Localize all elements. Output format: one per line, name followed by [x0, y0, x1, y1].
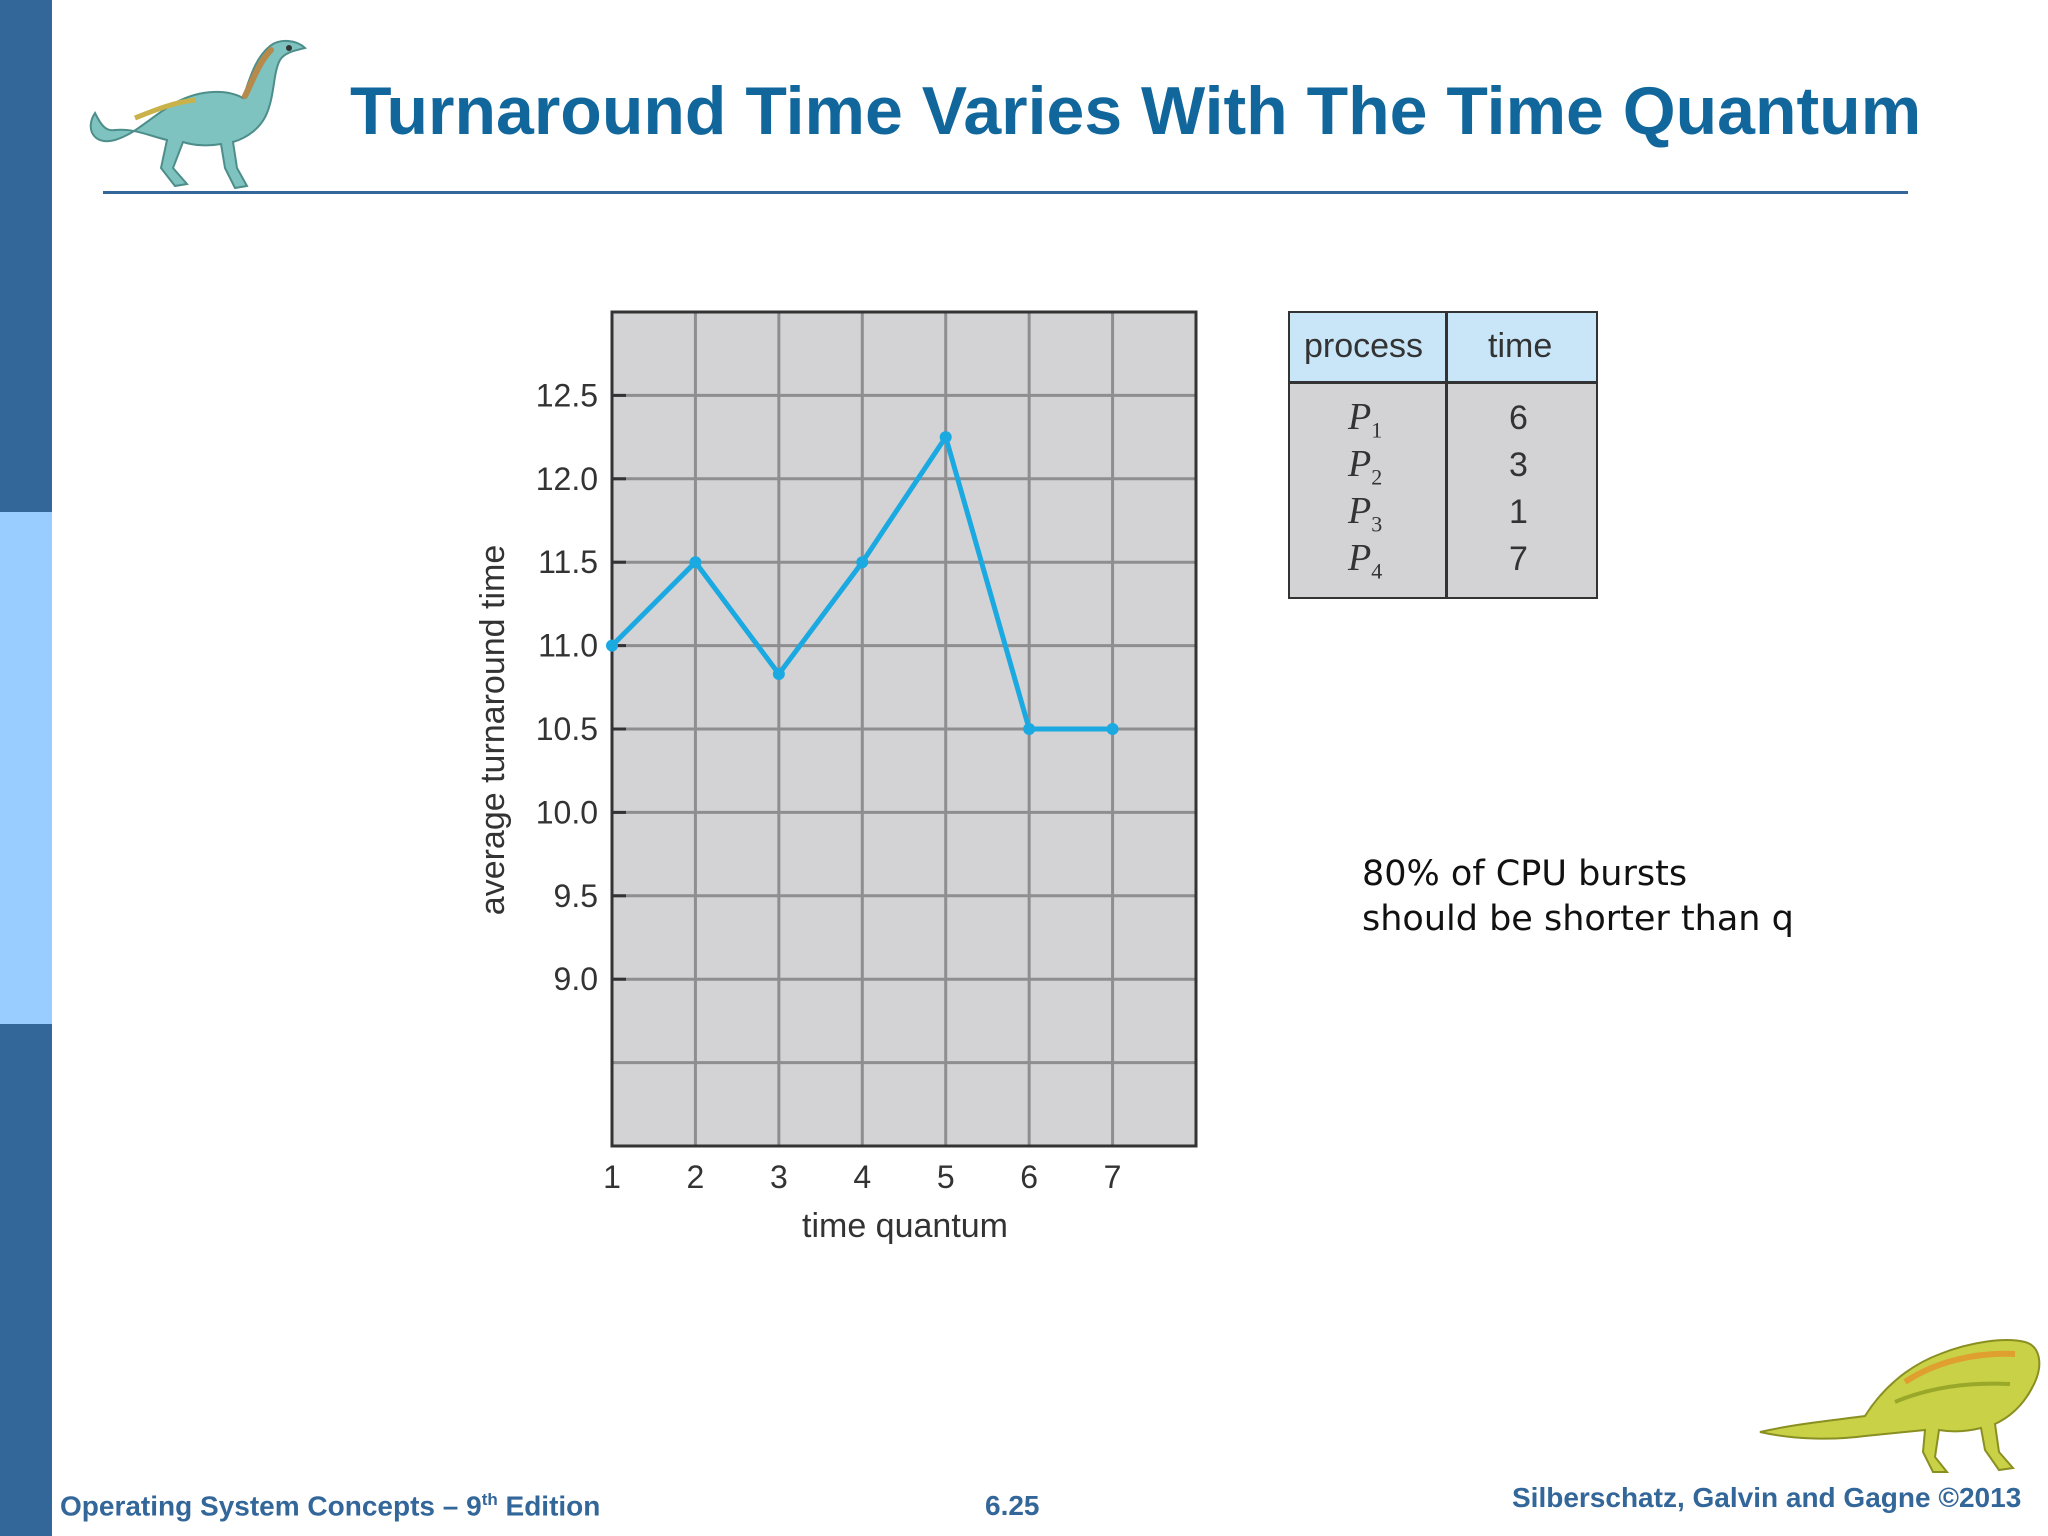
header-process: process	[1304, 327, 1424, 365]
x-tick-label: 7	[1104, 1159, 1122, 1195]
left-accent-bar-bottom	[0, 1024, 52, 1536]
process-table-divider	[1445, 313, 1448, 597]
process-name-cell: P2	[1348, 443, 1383, 490]
process-time-cell: 1	[1509, 493, 1528, 531]
x-tick-label: 5	[937, 1159, 955, 1195]
process-time-cell: 7	[1509, 540, 1528, 578]
dinosaur-logo-top	[89, 40, 307, 190]
header-time: time	[1488, 327, 1553, 365]
process-time-cell: 6	[1509, 399, 1528, 437]
x-tick-label: 4	[853, 1159, 871, 1195]
y-tick-label: 9.5	[554, 878, 598, 914]
dinosaur-logo-bottom	[1759, 1339, 2041, 1473]
process-name-cell: P1	[1348, 396, 1383, 443]
process-name-cell: P4	[1348, 537, 1383, 584]
process-name-cell: P3	[1348, 490, 1383, 537]
y-tick-label: 9.0	[554, 961, 598, 997]
x-tick-label: 1	[603, 1159, 621, 1195]
x-axis-label: time quantum	[802, 1207, 1008, 1245]
y-tick-label: 10.0	[536, 794, 598, 830]
y-axis-label: average turnaround time	[474, 545, 512, 915]
slide-title: Turnaround Time Varies With The Time Qua…	[350, 73, 1922, 149]
left-accent-bar-top	[0, 0, 52, 512]
left-accent-bar-middle	[0, 512, 52, 1024]
footer-book-title: Operating System Concepts – 9th Edition	[60, 1490, 601, 1522]
footer-authors: Silberschatz, Galvin and Gagne ©2013	[1512, 1482, 2022, 1513]
process-table: process time P1 6 P2 3 P3 1 P4 7	[1288, 311, 1598, 599]
note-line-2: should be shorter than q	[1362, 899, 1794, 939]
data-point	[1023, 723, 1036, 735]
data-point	[689, 556, 702, 569]
title-underline	[103, 191, 1908, 194]
x-tick-label: 6	[1020, 1159, 1038, 1195]
process-time-cell: 3	[1509, 446, 1528, 484]
y-tick-label: 11.0	[538, 628, 598, 664]
x-tick-label: 3	[770, 1159, 788, 1195]
data-point	[1106, 723, 1119, 735]
data-point	[606, 639, 618, 652]
data-point	[772, 667, 785, 680]
process-table-header	[1290, 313, 1596, 384]
cpu-burst-note: 80% of CPU bursts should be shorter than…	[1362, 852, 1794, 942]
y-tick-label: 11.5	[538, 544, 598, 580]
y-tick-label: 10.5	[536, 711, 598, 747]
data-point	[856, 556, 869, 569]
footer-page-number: 6.25	[985, 1490, 1040, 1521]
data-point	[939, 431, 952, 444]
y-tick-label: 12.5	[536, 377, 598, 413]
x-tick-label: 2	[687, 1159, 705, 1195]
y-tick-label: 12.0	[536, 461, 598, 497]
note-line-1: 80% of CPU bursts	[1362, 854, 1688, 894]
